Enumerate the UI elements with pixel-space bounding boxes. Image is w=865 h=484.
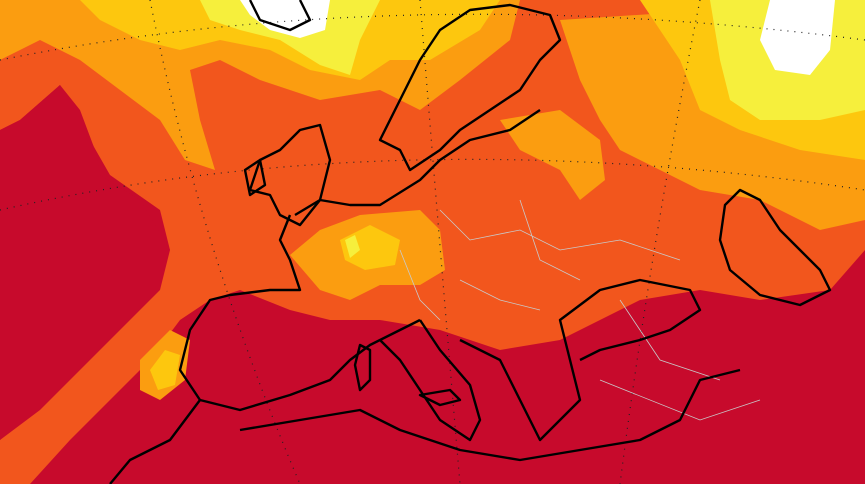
borders	[399, 199, 761, 421]
graticule-line	[0, 158, 865, 211]
coastline	[248, 0, 312, 32]
graticule-line	[0, 13, 865, 61]
coastline	[248, 123, 332, 227]
graticule-line	[419, 0, 461, 484]
coastline	[378, 3, 562, 172]
border-line	[399, 199, 761, 421]
yellow-spot	[345, 235, 360, 258]
coastline	[353, 343, 372, 392]
coastline	[718, 188, 832, 307]
coastline	[243, 158, 267, 197]
coastline	[418, 388, 462, 407]
white-north	[240, 0, 330, 38]
yellow-north	[200, 0, 380, 75]
coastline	[294, 109, 541, 217]
yellow-orange-iberia	[150, 350, 180, 390]
dark-red-west	[0, 85, 170, 440]
orange-baltic	[500, 110, 605, 200]
white-east	[760, 0, 835, 75]
coastline	[379, 319, 482, 442]
coastline	[459, 278, 702, 442]
coastline	[239, 368, 741, 462]
coastlines	[109, 0, 832, 484]
graticule-line	[149, 0, 301, 484]
coastline	[109, 399, 201, 484]
